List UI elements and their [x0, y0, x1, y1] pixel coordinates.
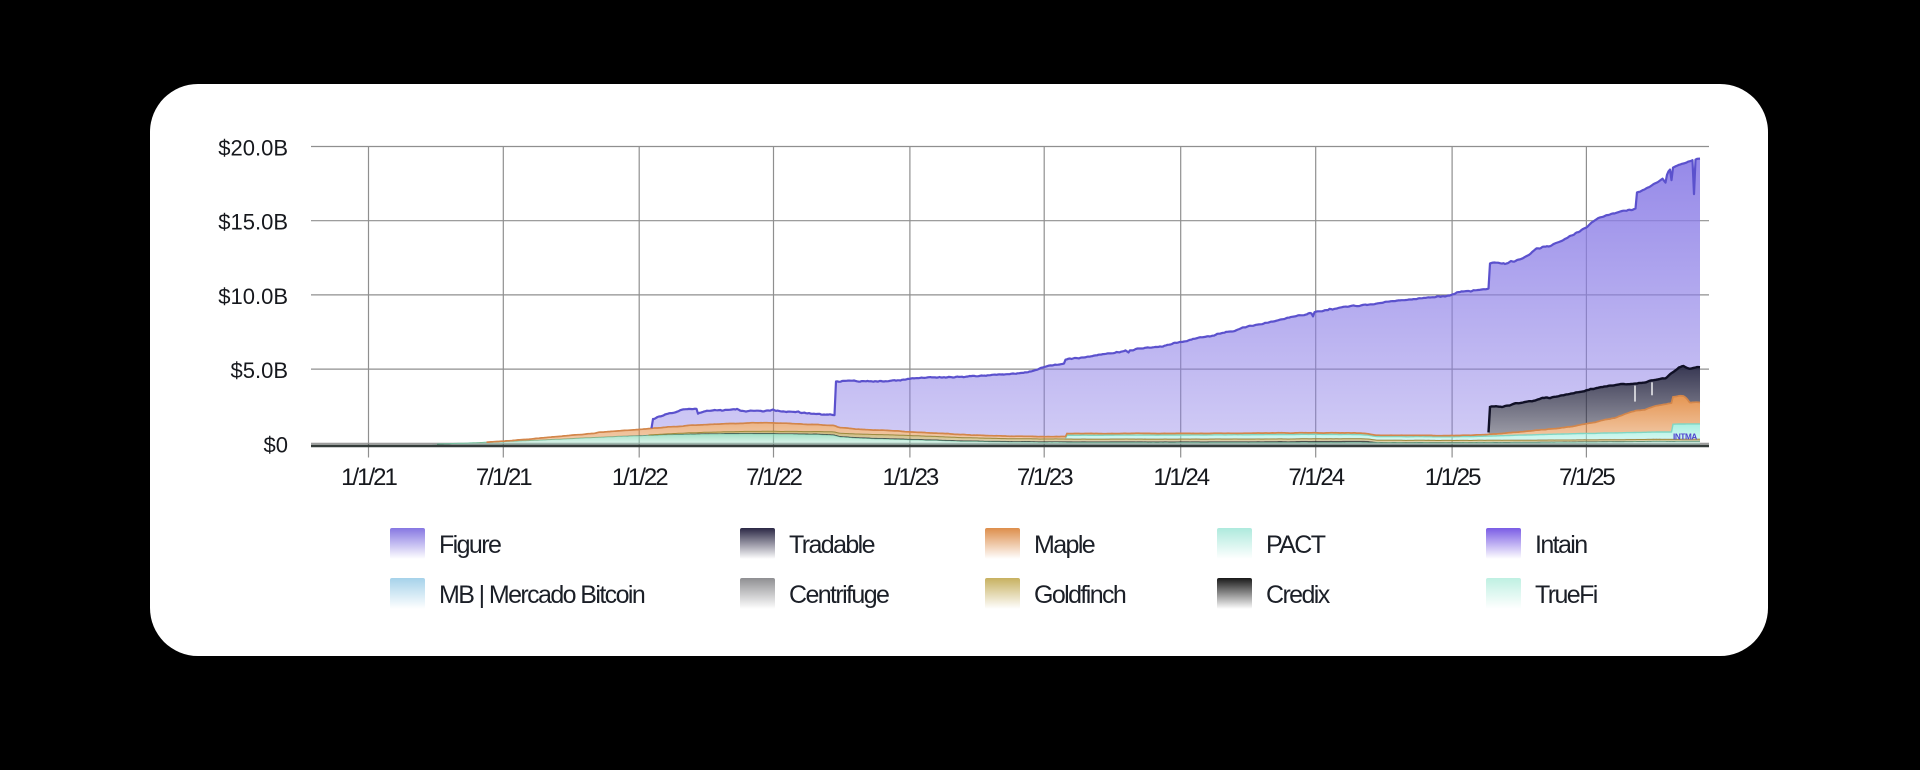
svg-text:7/1/24: 7/1/24 — [1288, 464, 1344, 491]
svg-text:$10.0B: $10.0B — [218, 284, 288, 309]
svg-text:1/1/23: 1/1/23 — [883, 464, 939, 491]
svg-text:$20.0B: $20.0B — [218, 136, 288, 161]
svg-text:7/1/25: 7/1/25 — [1559, 464, 1615, 491]
svg-text:Tradable: Tradable — [789, 531, 875, 559]
svg-text:Goldfinch: Goldfinch — [1034, 581, 1126, 609]
svg-text:7/1/21: 7/1/21 — [476, 464, 532, 491]
svg-text:INTMA: INTMA — [1673, 433, 1697, 442]
svg-text:Figure: Figure — [439, 531, 501, 559]
svg-text:1/1/24: 1/1/24 — [1153, 464, 1209, 491]
svg-text:7/1/23: 7/1/23 — [1017, 464, 1073, 491]
svg-text:1/1/22: 1/1/22 — [612, 464, 668, 491]
svg-text:7/1/22: 7/1/22 — [746, 464, 802, 491]
svg-text:MB | Mercado Bitcoin: MB | Mercado Bitcoin — [439, 581, 645, 609]
svg-text:$15.0B: $15.0B — [218, 210, 288, 235]
svg-text:1/1/25: 1/1/25 — [1425, 464, 1481, 491]
svg-text:Centrifuge: Centrifuge — [789, 581, 889, 609]
svg-text:PACT: PACT — [1266, 531, 1326, 559]
svg-text:Maple: Maple — [1034, 531, 1095, 559]
svg-text:$5.0B: $5.0B — [231, 358, 289, 383]
svg-text:1/1/21: 1/1/21 — [341, 464, 397, 491]
svg-text:$0: $0 — [264, 432, 288, 457]
svg-text:TrueFi: TrueFi — [1535, 581, 1597, 609]
svg-text:Intain: Intain — [1535, 531, 1587, 559]
svg-text:Credix: Credix — [1266, 581, 1331, 609]
